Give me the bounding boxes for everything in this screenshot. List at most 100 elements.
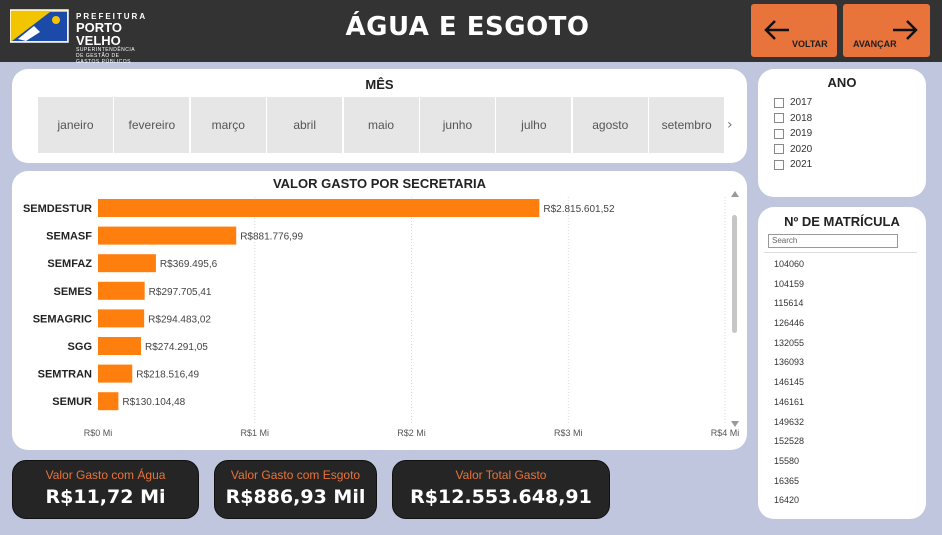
list-item[interactable]: 16365 — [774, 475, 800, 486]
chevron-right-icon[interactable]: › — [727, 117, 733, 133]
x-tick-label: R$4 Mi — [711, 428, 740, 438]
x-tick-label: R$3 Mi — [554, 428, 583, 438]
list-item[interactable]: 104159 — [774, 278, 805, 289]
back-button-label: VOLTAR — [792, 39, 828, 49]
data-label: R$218.516,49 — [136, 370, 199, 381]
prefeitura-logo: PREFEITURA PORTO VELHO SUPERINTENDÊNCIA … — [10, 5, 150, 65]
list-item[interactable]: 146145 — [774, 377, 805, 388]
page-title: ÁGUA E ESGOTO — [345, 12, 590, 42]
bar[interactable] — [98, 226, 237, 245]
year-slicer: ANO 2017 2018 2019 2020 2021 — [758, 69, 926, 197]
kpi-water-spend: Valor Gasto com Água R$11,72 Mi — [12, 460, 199, 519]
kpi-sewage-spend: Valor Gasto com Esgoto R$886,93 Mil — [214, 460, 377, 519]
forward-button[interactable]: AVANÇAR — [843, 4, 930, 57]
bar[interactable] — [98, 199, 540, 217]
list-item[interactable]: 152528 — [774, 436, 805, 447]
month-tile[interactable]: abril — [267, 97, 343, 153]
category-label: SEMAGRIC — [33, 313, 92, 325]
registration-slicer-title: Nº DE MATRÍCULA — [784, 214, 900, 229]
kpi-value: R$11,72 Mi — [45, 486, 166, 508]
list-item[interactable]: 16420 — [774, 495, 800, 506]
kpi-value: R$12.553.648,91 — [410, 486, 592, 508]
data-label: R$297.705,41 — [149, 287, 212, 298]
list-item[interactable]: 15580 — [774, 455, 800, 466]
chart-scrollbar[interactable] — [732, 215, 737, 333]
logo-line-1: PREFEITURA — [76, 12, 148, 21]
data-label: R$274.291,05 — [145, 342, 208, 353]
checkbox[interactable] — [774, 144, 784, 155]
bar[interactable] — [98, 309, 145, 328]
month-tiles: janeiro fevereiro março abril maio junho… — [38, 97, 726, 153]
logo-line-5: GASTOS PÚBLICOS — [76, 59, 131, 65]
bar[interactable] — [98, 364, 133, 383]
year-list: 2017 2018 2019 2020 2021 — [774, 95, 812, 173]
logo-line-2: PORTO VELHO — [76, 20, 122, 48]
year-label: 2019 — [790, 128, 813, 140]
bar-chart-canvas: R$0 Mi R$1 Mi R$2 Mi R$3 Mi R$4 Mi SEMDESTUR R… — [23, 197, 740, 438]
arrow-left-icon — [764, 20, 789, 40]
month-tile[interactable]: junho — [419, 97, 495, 153]
month-tile[interactable]: julho — [496, 97, 572, 153]
scroll-up-icon[interactable] — [731, 191, 739, 197]
year-option[interactable]: 2019 — [774, 126, 812, 142]
chart-title: VALOR GASTO POR SECRETARIA — [272, 176, 487, 191]
kpi-label: Valor Gasto com Esgoto — [230, 468, 361, 482]
list-item[interactable]: 126446 — [774, 318, 805, 329]
list-item[interactable]: 132055 — [774, 337, 805, 348]
month-slicer-title: MÊS — [365, 77, 394, 92]
top-bar: PREFEITURA PORTO VELHO SUPERINTENDÊNCIA … — [0, 0, 942, 65]
month-tile[interactable]: agosto — [572, 97, 648, 153]
checkbox[interactable] — [774, 97, 784, 108]
bar[interactable] — [98, 392, 119, 411]
data-label: R$881.776,99 — [240, 232, 303, 243]
category-label: SEMUR — [52, 396, 92, 408]
logo-text: PREFEITURA PORTO VELHO SUPERINTENDÊNCIA … — [76, 12, 150, 66]
category-label: SEMES — [53, 286, 92, 298]
year-label: 2017 — [790, 97, 813, 109]
year-slicer-title: ANO — [827, 75, 857, 90]
spend-by-secretariat-chart: R$0 Mi R$1 Mi R$2 Mi R$3 Mi R$4 Mi SEMDESTUR R… — [12, 171, 747, 450]
month-slicer: MÊS janeiro fevereiro março abril maio j… — [12, 69, 747, 163]
month-tile[interactable]: janeiro — [38, 97, 113, 153]
data-label: R$130.104,48 — [122, 397, 185, 408]
month-tile[interactable]: setembro — [649, 97, 725, 153]
list-item[interactable]: 115614 — [774, 298, 804, 309]
back-button[interactable]: VOLTAR — [751, 4, 837, 57]
bar[interactable] — [98, 337, 141, 355]
category-label: SEMDESTUR — [23, 203, 92, 215]
data-label: R$294.483,02 — [148, 314, 211, 325]
x-tick-label: R$0 Mi — [84, 428, 113, 438]
kpi-value: R$886,93 Mil — [225, 486, 366, 508]
arrow-right-icon — [893, 20, 918, 40]
logo-line-4: DE GESTÃO DE — [76, 53, 120, 59]
year-option[interactable]: 2021 — [774, 157, 812, 173]
registration-slicer: Nº DE MATRÍCULA Search 104060 104159 115… — [758, 207, 926, 519]
month-tile[interactable]: maio — [343, 97, 419, 153]
category-label: SEMTRAN — [38, 369, 92, 381]
bar[interactable] — [98, 254, 156, 273]
scroll-down-icon[interactable] — [731, 421, 739, 427]
checkbox[interactable] — [774, 159, 784, 170]
checkbox[interactable] — [774, 113, 784, 124]
year-label: 2020 — [790, 143, 813, 155]
divider — [764, 252, 917, 253]
data-label: R$2.815.601,52 — [543, 204, 615, 215]
list-item[interactable]: 104060 — [774, 259, 805, 269]
year-option[interactable]: 2018 — [774, 111, 812, 127]
month-tile[interactable]: fevereiro — [114, 97, 190, 153]
year-option[interactable]: 2020 — [774, 142, 812, 158]
month-tile[interactable]: março — [190, 97, 266, 153]
x-tick-label: R$2 Mi — [397, 428, 426, 438]
year-label: 2021 — [790, 159, 813, 171]
list-item[interactable]: 146161 — [774, 396, 805, 407]
search-input[interactable]: Search — [768, 234, 898, 248]
list-item[interactable]: 136093 — [774, 357, 805, 368]
checkbox[interactable] — [774, 128, 784, 139]
year-option[interactable]: 2017 — [774, 95, 812, 111]
registration-list: 104060 104159 115614 126446 132055 13609… — [774, 259, 804, 515]
category-label: SEMASF — [46, 231, 92, 243]
x-tick-label: R$1 Mi — [240, 428, 269, 438]
logo-line-3: SUPERINTENDÊNCIA — [76, 47, 136, 53]
bar[interactable] — [98, 281, 145, 300]
list-item[interactable]: 149632 — [774, 416, 805, 427]
